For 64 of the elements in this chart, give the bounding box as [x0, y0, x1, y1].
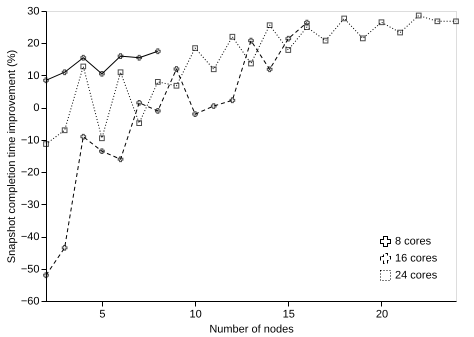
point — [43, 77, 49, 84]
y-tick-label: −30 — [20, 198, 40, 211]
point — [62, 69, 68, 76]
point — [304, 24, 310, 30]
y-tick-label: 0 — [33, 102, 40, 114]
point — [136, 100, 142, 106]
y-tick-label: −10 — [20, 134, 40, 146]
point — [230, 34, 236, 40]
point — [62, 127, 68, 134]
point — [434, 18, 440, 24]
point — [154, 108, 161, 114]
point — [360, 36, 366, 42]
point — [378, 19, 384, 26]
x-axis-title: Number of nodes — [209, 324, 294, 336]
x-tick-label: 15 — [282, 308, 295, 320]
point — [397, 30, 403, 36]
x-tick-label: 20 — [376, 308, 388, 320]
y-axis-title: Snapshot completion time improvement (%) — [6, 50, 18, 264]
point — [43, 141, 49, 147]
legend-label: 24 cores — [395, 270, 438, 282]
point — [285, 36, 292, 42]
y-tick-label: 10 — [27, 70, 40, 82]
y-tick-label: −20 — [20, 166, 40, 179]
point — [304, 20, 310, 26]
point — [136, 54, 142, 61]
y-tick-label: −40 — [20, 231, 40, 244]
point — [118, 156, 124, 162]
point — [99, 135, 105, 142]
point — [341, 16, 348, 22]
y-tick-label: −50 — [20, 263, 40, 276]
point — [192, 111, 198, 117]
x-tick-label: 5 — [99, 308, 106, 320]
point — [210, 103, 217, 109]
point — [266, 22, 272, 28]
point — [248, 38, 254, 44]
point — [248, 60, 254, 66]
point — [416, 12, 422, 18]
point — [210, 66, 217, 72]
point — [80, 64, 86, 70]
point — [266, 66, 272, 72]
point — [62, 244, 68, 251]
point — [118, 69, 124, 76]
point — [322, 38, 328, 44]
point — [192, 45, 198, 51]
point — [230, 97, 236, 104]
point — [174, 66, 180, 72]
point — [154, 79, 161, 85]
point — [118, 53, 124, 59]
legend-label: 8 cores — [395, 236, 432, 248]
point — [80, 134, 86, 140]
y-tick-label: 20 — [27, 38, 40, 50]
point — [99, 70, 105, 77]
point — [136, 120, 142, 126]
point — [285, 47, 292, 53]
y-tick-label: −60 — [20, 296, 40, 308]
x-tick-label: 10 — [189, 308, 202, 320]
y-tick-label: 30 — [27, 6, 40, 18]
legend-label: 16 cores — [395, 252, 438, 264]
point — [453, 18, 459, 24]
point — [99, 148, 105, 154]
point — [154, 48, 161, 54]
point — [80, 54, 86, 61]
point — [174, 82, 180, 89]
point — [43, 272, 49, 278]
